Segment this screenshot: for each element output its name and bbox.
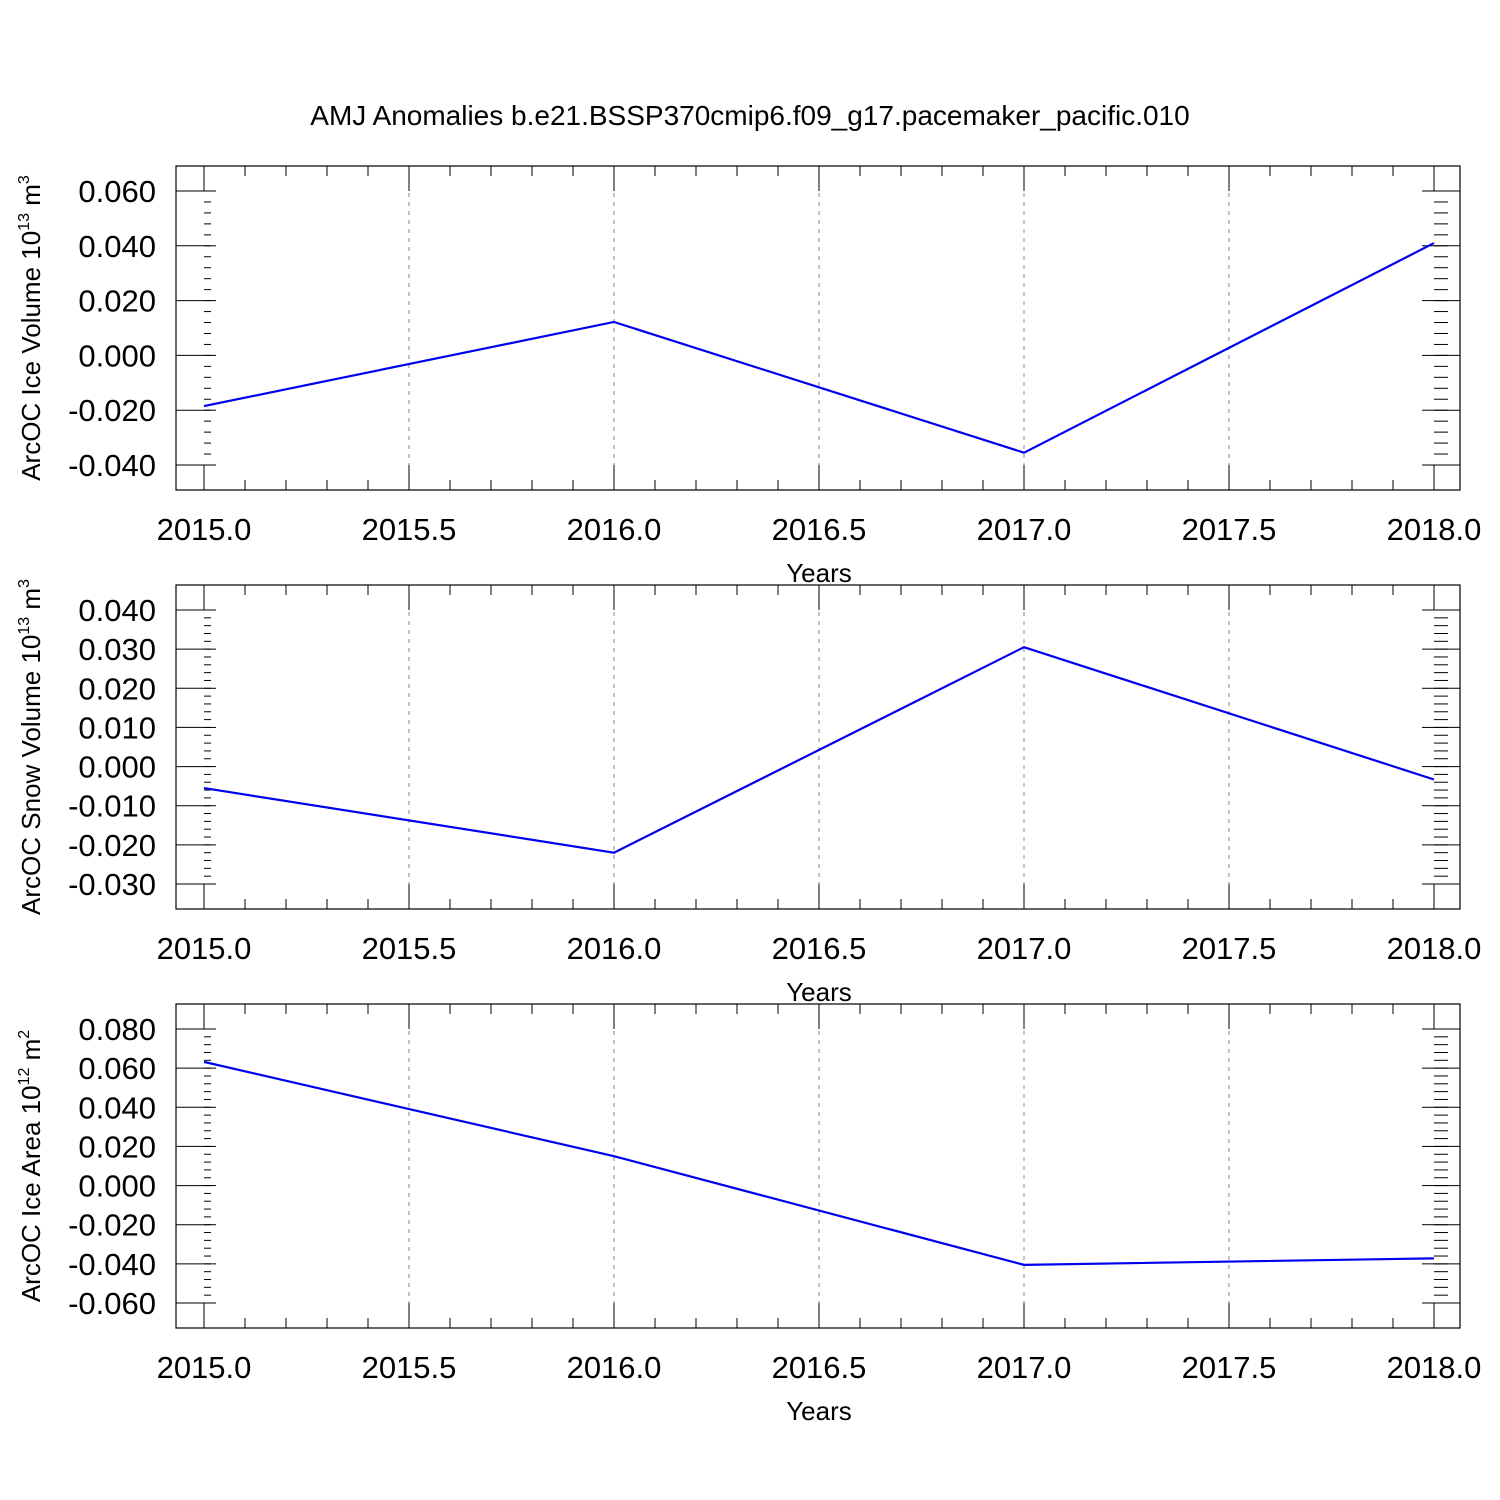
y-axis-title: ArcOC Snow Volume 1013 m3 bbox=[16, 579, 46, 915]
figure-title: AMJ Anomalies b.e21.BSSP370cmip6.f09_g17… bbox=[310, 100, 1189, 131]
x-tick-label: 2017.5 bbox=[1182, 512, 1277, 547]
y-tick-label: 0.060 bbox=[78, 174, 156, 209]
x-tick-label: 2016.5 bbox=[772, 1350, 867, 1385]
y-tick-label: 0.020 bbox=[78, 284, 156, 319]
x-axis-title: Years bbox=[786, 1396, 852, 1426]
x-tick-label: 2015.5 bbox=[362, 1350, 457, 1385]
y-tick-label: 0.000 bbox=[78, 750, 156, 785]
y-tick-label: -0.020 bbox=[68, 828, 156, 863]
x-tick-label: 2016.0 bbox=[567, 1350, 662, 1385]
series-line bbox=[203, 1060, 1435, 1266]
series-line bbox=[203, 646, 1435, 854]
x-tick-label: 2017.0 bbox=[977, 931, 1072, 966]
y-tick-label: 0.020 bbox=[78, 1129, 156, 1164]
x-tick-label: 2017.0 bbox=[977, 1350, 1072, 1385]
y-axis-title: ArcOC Ice Volume 1013 m3 bbox=[16, 175, 46, 481]
x-axis-title: Years bbox=[786, 558, 852, 588]
x-tick-label: 2017.5 bbox=[1182, 1350, 1277, 1385]
x-tick-label: 2016.0 bbox=[567, 512, 662, 547]
panels: 2015.0 2015.5 2016.0 2016.5 2017.0 2017.5 2018… bbox=[16, 165, 1482, 1426]
y-tick-label: -0.040 bbox=[68, 448, 156, 483]
x-tick-label: 2018.0 bbox=[1387, 931, 1482, 966]
y-tick-label: -0.030 bbox=[68, 867, 156, 902]
y-tick-label: 0.040 bbox=[78, 1090, 156, 1125]
y-axis-title: ArcOC Ice Area 1012 m2 bbox=[16, 1030, 46, 1302]
x-tick-label: 2015.0 bbox=[157, 1350, 252, 1385]
plot-frame bbox=[175, 1003, 1461, 1329]
y-tick-label: 0.040 bbox=[78, 229, 156, 264]
y-tick-label: -0.060 bbox=[68, 1286, 156, 1321]
y-tick-label: 0.020 bbox=[78, 671, 156, 706]
x-tick-label: 2015.5 bbox=[362, 512, 457, 547]
x-tick-label: 2015.0 bbox=[157, 931, 252, 966]
plot-frame bbox=[175, 584, 1461, 910]
x-tick-label: 2016.5 bbox=[772, 931, 867, 966]
x-tick-label: 2016.5 bbox=[772, 512, 867, 547]
y-tick-label: 0.000 bbox=[78, 338, 156, 373]
x-tick-label: 2015.5 bbox=[362, 931, 457, 966]
plot-frame bbox=[175, 165, 1461, 491]
x-tick-label: 2016.0 bbox=[567, 931, 662, 966]
x-tick-label: 2017.5 bbox=[1182, 931, 1277, 966]
y-tick-label: -0.040 bbox=[68, 1247, 156, 1282]
chart-panel-2: 2015.0 2015.5 2016.0 2016.5 2017.0 2017.5 2018… bbox=[16, 579, 1481, 1007]
y-tick-label: 0.030 bbox=[78, 632, 156, 667]
x-axis-title: Years bbox=[786, 977, 852, 1007]
x-tick-label: 2017.0 bbox=[977, 512, 1072, 547]
y-tick-label: 0.080 bbox=[78, 1012, 156, 1047]
x-tick-label: 2018.0 bbox=[1387, 512, 1482, 547]
y-tick-label: -0.020 bbox=[68, 1208, 156, 1243]
y-tick-label: -0.010 bbox=[68, 789, 156, 824]
series-line bbox=[203, 242, 1435, 454]
y-tick-label: 0.010 bbox=[78, 710, 156, 745]
x-tick-label: 2015.0 bbox=[157, 512, 252, 547]
y-tick-label: 0.060 bbox=[78, 1051, 156, 1086]
y-tick-label: 0.000 bbox=[78, 1169, 156, 1204]
chart-panel-1: 2015.0 2015.5 2016.0 2016.5 2017.0 2017.5 2018… bbox=[16, 165, 1482, 588]
chart-panel-3: 2015.0 2015.5 2016.0 2016.5 2017.0 2017.5 2018… bbox=[16, 1003, 1482, 1426]
x-tick-label: 2018.0 bbox=[1387, 1350, 1482, 1385]
y-tick-label: -0.020 bbox=[68, 393, 156, 428]
y-tick-label: 0.040 bbox=[78, 593, 156, 628]
